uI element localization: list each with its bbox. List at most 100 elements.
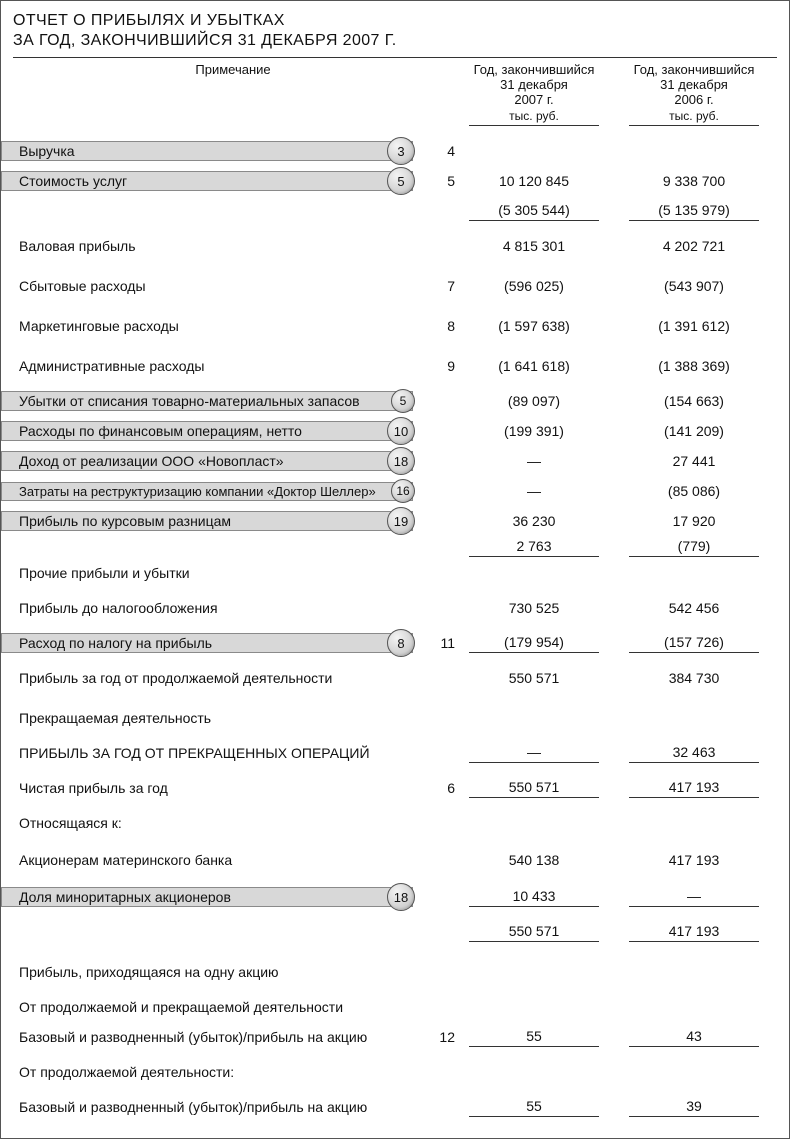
val-2006: 9 338 700 bbox=[619, 173, 769, 189]
val-2007: 2 763 bbox=[469, 538, 599, 557]
note-ref: 12 bbox=[413, 1029, 459, 1045]
col-label: Примечание bbox=[13, 62, 413, 126]
note-badge: 5 bbox=[391, 389, 415, 413]
row-minority-interest: Доля миноритарных акционеров 18 10 433 — bbox=[13, 882, 777, 912]
note-badge: 5 bbox=[387, 167, 415, 195]
row-discontinued-heading: Прекращаемая деятельность bbox=[13, 698, 777, 738]
row-profit-before-tax: Прибыль до налогообложения 730 525 542 4… bbox=[13, 588, 777, 628]
row-eps-all-heading: От продолжаемой и прекращаемой деятельно… bbox=[13, 992, 777, 1022]
label: Маркетинговые расходы bbox=[13, 314, 185, 338]
row-eps-heading: Прибыль, приходящаяся на одну акцию bbox=[13, 952, 777, 992]
val-2006: 417 193 bbox=[629, 923, 759, 942]
row-other-pl: Прочие прибыли и убытки bbox=[13, 558, 777, 588]
note-ref: 6 bbox=[413, 780, 459, 796]
label: Доход от реализации ООО «Новопласт» bbox=[13, 449, 290, 473]
row-fx-gains: Прибыль по курсовым разницам 19 36 230 1… bbox=[13, 506, 777, 536]
label: Административные расходы bbox=[13, 354, 210, 378]
row-cost-values: (5 305 544) (5 135 979) bbox=[13, 196, 777, 226]
val-2007: (1 641 618) bbox=[459, 358, 609, 374]
note-badge: 18 bbox=[387, 883, 415, 911]
label: Сбытовые расходы bbox=[13, 274, 152, 298]
row-attributable-heading: Относящаяся к: bbox=[13, 808, 777, 838]
note-ref: 9 bbox=[413, 358, 459, 374]
row-tax-expense: Расход по налогу на прибыль 8 11 (179 95… bbox=[13, 628, 777, 658]
val-2007: 10 433 bbox=[469, 888, 599, 907]
val-2007: 36 230 bbox=[459, 513, 609, 529]
val-2006: 27 441 bbox=[619, 453, 769, 469]
row-net-profit: Чистая прибыль за год 6 550 571 417 193 bbox=[13, 768, 777, 808]
val-2006: — bbox=[629, 888, 759, 907]
val-2007: — bbox=[459, 453, 609, 469]
note-badge: 10 bbox=[387, 417, 415, 445]
val-2006: (154 663) bbox=[619, 393, 769, 409]
row-profit-discontinued: ПРИБЫЛЬ ЗА ГОД ОТ ПРЕКРАЩЕННЫХ ОПЕРАЦИЙ … bbox=[13, 738, 777, 768]
val-2006: 32 463 bbox=[629, 744, 759, 763]
label: Прекращаемая деятельность bbox=[13, 706, 217, 730]
val-2007: (1 597 638) bbox=[459, 318, 609, 334]
val-2006: (1 388 369) bbox=[619, 358, 769, 374]
row-restructuring: Затраты на реструктуризацию компании «До… bbox=[13, 476, 777, 506]
val-2007: 540 138 bbox=[459, 852, 609, 868]
val-2006: (85 086) bbox=[619, 483, 769, 499]
row-fx-extra: 2 763 (779) bbox=[13, 536, 777, 558]
row-finance-expenses: Расходы по финансовым операциям, нетто 1… bbox=[13, 416, 777, 446]
row-profit-continuing: Прибыль за год от продолжаемой деятельно… bbox=[13, 658, 777, 698]
val-2006: (1 391 612) bbox=[619, 318, 769, 334]
label: Прибыль, приходящаяся на одну акцию bbox=[13, 960, 285, 984]
val-2006: (5 135 979) bbox=[629, 202, 759, 221]
val-2006: (543 907) bbox=[619, 278, 769, 294]
col-2007: Год, закончившийся 31 декабря 2007 г. ты… bbox=[459, 62, 609, 126]
label: Доля миноритарных акционеров bbox=[13, 885, 237, 909]
val-2007: 550 571 bbox=[459, 670, 609, 686]
val-2007: (5 305 544) bbox=[469, 202, 599, 221]
val-2006: (141 209) bbox=[619, 423, 769, 439]
title-line-1: ОТЧЕТ О ПРИБЫЛЯХ И УБЫТКАХ bbox=[13, 12, 285, 29]
note-badge: 3 bbox=[387, 137, 415, 165]
report-title: ОТЧЕТ О ПРИБЫЛЯХ И УБЫТКАХ ЗА ГОД, ЗАКОН… bbox=[13, 11, 777, 51]
val-2006: 43 bbox=[629, 1028, 759, 1047]
label: Прибыль по курсовым разницам bbox=[13, 509, 237, 533]
label: Затраты на реструктуризацию компании «До… bbox=[13, 480, 382, 503]
label: Базовый и разводненный (убыток)/прибыль … bbox=[13, 1095, 373, 1119]
val-2006: 417 193 bbox=[629, 779, 759, 798]
note-ref: 7 bbox=[413, 278, 459, 294]
label: Расходы по финансовым операциям, нетто bbox=[13, 419, 308, 443]
val-2006: (157 726) bbox=[629, 634, 759, 653]
label: Прочие прибыли и убытки bbox=[13, 561, 196, 585]
val-2006: 417 193 bbox=[619, 852, 769, 868]
header-rule bbox=[13, 57, 777, 58]
row-inventory-writeoff: Убытки от списания товарно-материальных … bbox=[13, 386, 777, 416]
note-ref: 11 bbox=[413, 635, 459, 651]
income-statement-sheet: ОТЧЕТ О ПРИБЫЛЯХ И УБЫТКАХ ЗА ГОД, ЗАКОН… bbox=[0, 0, 790, 1139]
label: ПРИБЫЛЬ ЗА ГОД ОТ ПРЕКРАЩЕННЫХ ОПЕРАЦИЙ bbox=[13, 741, 376, 765]
label: От продолжаемой и прекращаемой деятельно… bbox=[13, 995, 349, 1019]
row-revenue: Выручка 3 4 bbox=[13, 136, 777, 166]
label: Убытки от списания товарно-материальных … bbox=[13, 389, 366, 413]
row-gross-profit: Валовая прибыль 4 815 301 4 202 721 bbox=[13, 226, 777, 266]
note-ref: 8 bbox=[413, 318, 459, 334]
val-2007: — bbox=[469, 744, 599, 763]
val-2007: 550 571 bbox=[469, 923, 599, 942]
row-parent-shareholders: Акционерам материнского банка 540 138 41… bbox=[13, 838, 777, 882]
val-2007: (179 954) bbox=[469, 634, 599, 653]
row-admin-expenses: Административные расходы 9 (1 641 618) (… bbox=[13, 346, 777, 386]
val-2007: 550 571 bbox=[469, 779, 599, 798]
table-body: Выручка 3 4 Стоимость услуг 5 5 10 120 8… bbox=[13, 136, 777, 1122]
row-eps-continuing-heading: От продолжаемой деятельности: bbox=[13, 1052, 777, 1092]
label: Прибыль до налогообложения bbox=[13, 596, 224, 620]
val-2007: 4 815 301 bbox=[459, 238, 609, 254]
val-2006: 4 202 721 bbox=[619, 238, 769, 254]
label: Акционерам материнского банка bbox=[13, 848, 238, 872]
label: От продолжаемой деятельности: bbox=[13, 1060, 240, 1084]
note-ref: 4 bbox=[413, 143, 459, 159]
row-cost-of-services: Стоимость услуг 5 5 10 120 845 9 338 700 bbox=[13, 166, 777, 196]
val-2007: 55 bbox=[469, 1028, 599, 1047]
val-2006: (779) bbox=[629, 538, 759, 557]
note-badge: 18 bbox=[387, 447, 415, 475]
val-2006: 542 456 bbox=[619, 600, 769, 616]
val-2007: (199 391) bbox=[459, 423, 609, 439]
label: Валовая прибыль bbox=[13, 234, 142, 258]
row-eps-continuing: Базовый и разводненный (убыток)/прибыль … bbox=[13, 1092, 777, 1122]
row-selling-expenses: Сбытовые расходы 7 (596 025) (543 907) bbox=[13, 266, 777, 306]
row-eps-all: Базовый и разводненный (убыток)/прибыль … bbox=[13, 1022, 777, 1052]
